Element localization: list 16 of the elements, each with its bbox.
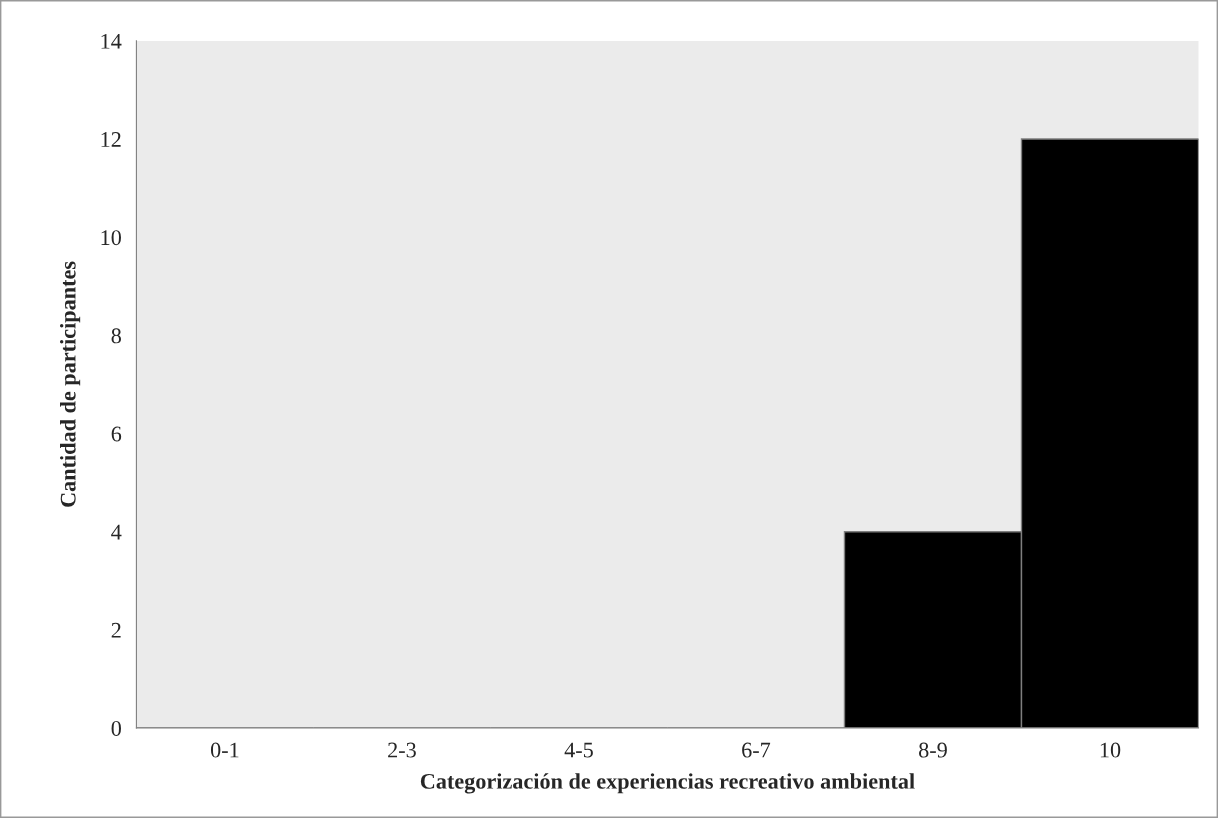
y-tick-label: 2	[111, 622, 121, 638]
y-tick-label: 14	[101, 33, 122, 49]
x-tick-label: 0-1	[210, 742, 239, 758]
x-tick-label: 10	[1100, 742, 1121, 758]
x-tick-label: 6-7	[742, 742, 771, 758]
x-tick-label: 8-9	[919, 742, 947, 758]
x-axis-title: Categorización de experiencias recreativo ambiental	[420, 773, 915, 794]
y-axis-title: Cantidad de participantes	[60, 261, 81, 507]
y-tick-label: 4	[111, 524, 122, 540]
y-tick-label: 6	[111, 426, 122, 442]
y-tick-label: 8	[111, 328, 121, 344]
y-tick-label: 12	[101, 132, 121, 147]
y-tick-label: 10	[101, 230, 121, 246]
y-tick-label: 0	[111, 720, 121, 736]
x-tick-label: 4-5	[564, 742, 593, 758]
x-tick-label: 2-3	[388, 742, 416, 758]
